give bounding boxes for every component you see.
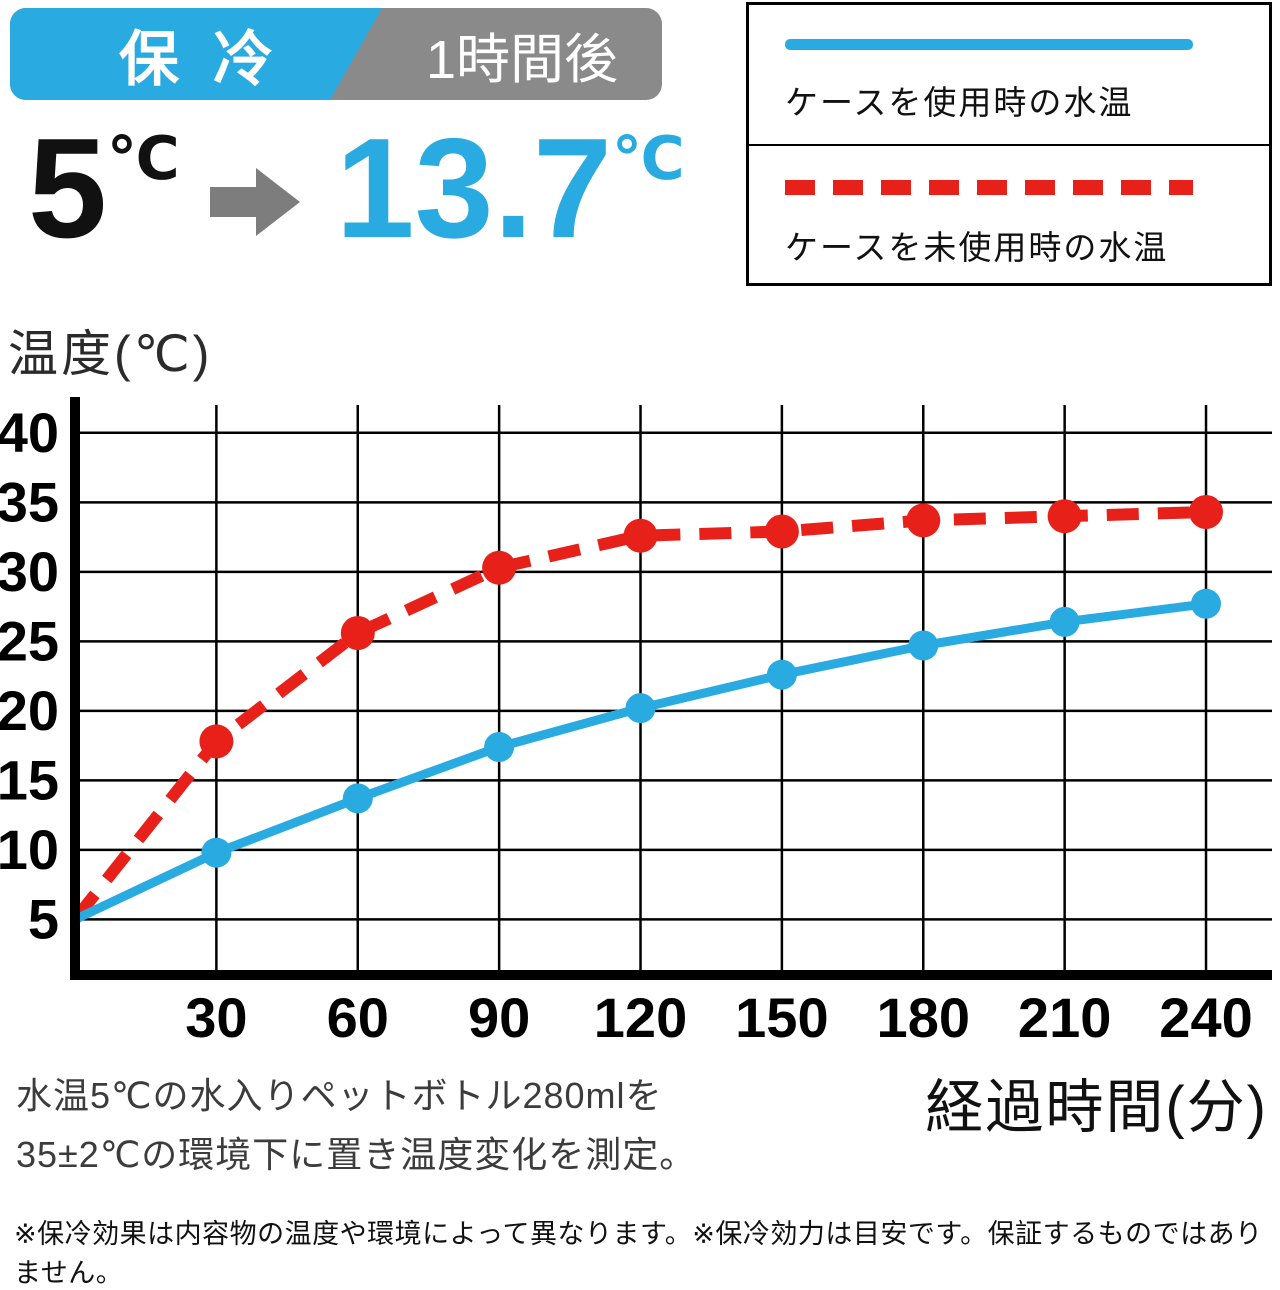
- data-point: [342, 783, 373, 814]
- solid-line-swatch-icon: [785, 39, 1193, 50]
- data-point: [482, 550, 517, 585]
- disclaimer-text: ※保冷効果は内容物の温度や環境によって異なります。※保冷効力は目安です。保証する…: [14, 1219, 1263, 1288]
- x-tick-label: 60: [327, 986, 389, 1049]
- y-tick-label: 35: [0, 470, 59, 533]
- temp-before-unit: ℃: [106, 125, 180, 192]
- data-point: [1191, 588, 1221, 619]
- x-tick-label: 240: [1159, 986, 1252, 1049]
- y-axis-title: 温度(℃): [8, 326, 213, 382]
- data-point: [764, 514, 799, 549]
- data-point: [201, 837, 232, 868]
- data-point: [623, 518, 658, 553]
- data-point: [1049, 606, 1080, 637]
- temperature-line-chart: 30 60 90 120 150 180 210 240 5 10 15 20 25 30 35 40: [0, 393, 1280, 1058]
- x-tick-label: 210: [1018, 986, 1111, 1049]
- temp-before-value: 5: [28, 109, 107, 268]
- legend-label: ケースを未使用時の水温: [785, 229, 1169, 266]
- y-tick-label: 5: [28, 887, 59, 950]
- data-point: [908, 630, 939, 661]
- data-point: [906, 503, 941, 538]
- x-tick-label: 120: [594, 986, 687, 1049]
- y-tick-label: 40: [0, 401, 59, 464]
- data-point: [1047, 499, 1082, 534]
- measurement-note-line2: 35±2℃の環境下に置き温度変化を測定。: [16, 1134, 697, 1175]
- cold-retention-badge: 1時間後 保冷: [10, 8, 662, 100]
- y-tick-label: 25: [0, 609, 59, 672]
- x-tick-label: 90: [468, 986, 530, 1049]
- series-line: [70, 506, 1207, 924]
- data-point: [484, 732, 515, 762]
- temp-after-value: 13.7: [335, 109, 613, 268]
- x-tick-label: 150: [735, 986, 828, 1049]
- temp-after-unit: ℃: [612, 125, 685, 192]
- arrow-right-icon: [209, 166, 302, 243]
- y-tick-label: 10: [0, 818, 59, 881]
- measurement-note: 水温5℃の水入りペットボトル280mlを 35±2℃の環境下に置き温度変化を測定…: [16, 1066, 696, 1184]
- y-tick-label: 15: [0, 748, 59, 811]
- legend-item-case-unused: ケースを未使用時の水温: [749, 144, 1269, 283]
- legend-label: ケースを使用時の水温: [785, 84, 1134, 121]
- x-axis-title: 経過時間(分): [925, 1075, 1268, 1140]
- dashed-line-swatch-icon: [785, 180, 1193, 195]
- data-point: [340, 616, 375, 650]
- data-point: [1189, 495, 1223, 529]
- x-tick-label: 30: [185, 986, 247, 1049]
- y-tick-label: 20: [0, 679, 59, 742]
- temperature-headline: 5 ℃ 13.7 ℃: [28, 118, 685, 260]
- badge-title-label: 保冷: [10, 8, 382, 100]
- chart-legend: ケースを使用時の水温 ケースを未使用時の水温: [746, 2, 1272, 286]
- badge-time-label: 1時間後: [425, 29, 619, 90]
- legend-item-case-used: ケースを使用時の水温: [749, 5, 1269, 144]
- data-point: [199, 724, 234, 759]
- data-point: [766, 659, 797, 690]
- x-tick-label: 180: [877, 986, 970, 1049]
- y-tick-label: 30: [0, 540, 59, 603]
- data-point: [625, 693, 656, 724]
- measurement-note-line1: 水温5℃の水入りペットボトル280mlを: [16, 1075, 663, 1116]
